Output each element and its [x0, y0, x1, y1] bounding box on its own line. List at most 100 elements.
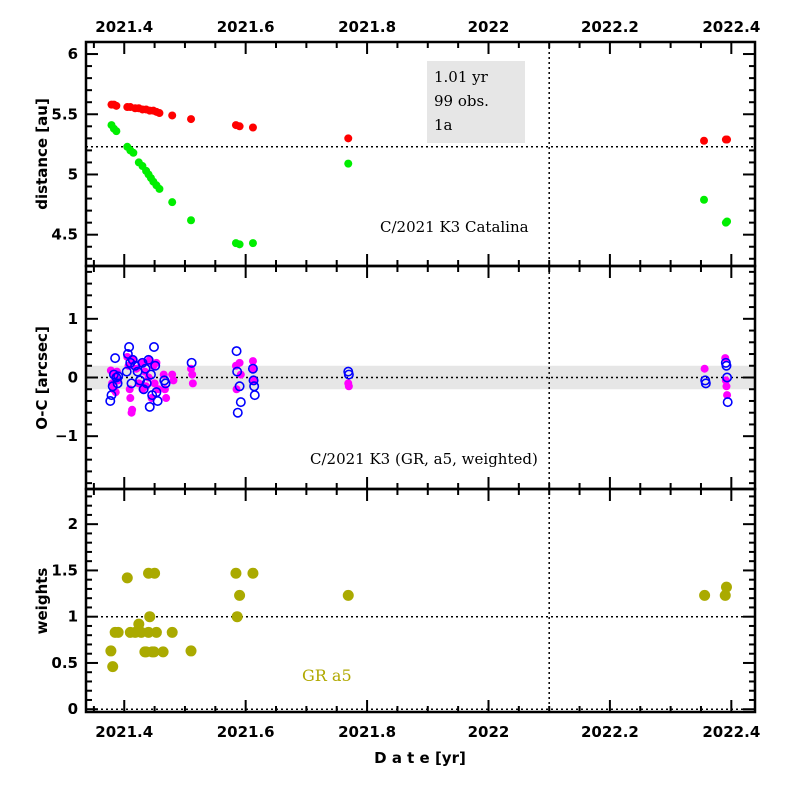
y-tick-label-weights: 0.5 [51, 654, 78, 672]
y-tick-label-residuals: 1 [68, 310, 78, 328]
data-point-weights [144, 611, 156, 623]
data-point-residuals [700, 364, 709, 373]
data-point-residuals [234, 381, 245, 392]
x-tick-label-top: 2021.6 [217, 18, 275, 36]
y-tick-label-distance: 6 [68, 45, 78, 63]
data-point-residuals [248, 375, 259, 386]
data-point-weights [143, 626, 155, 638]
y-tick-label-weights: 1.5 [51, 561, 78, 579]
data-point-weights [720, 581, 732, 593]
data-point-residuals [111, 372, 122, 383]
data-point-weights [166, 626, 178, 638]
data-point-distance [112, 127, 121, 136]
y-tick-label-weights: 2 [68, 515, 78, 533]
x-tick-label-top: 2022.2 [581, 18, 639, 36]
data-point-residuals [248, 357, 257, 366]
data-point-residuals [344, 382, 353, 391]
data-point-distance [248, 123, 257, 132]
data-point-residuals [722, 372, 733, 383]
y-axis-title-residuals: O-C [arcsec] [33, 326, 51, 430]
data-point-distance [168, 111, 177, 120]
data-point-distance [723, 217, 732, 226]
info-box-line-3: 1a [434, 116, 453, 134]
y-axis-title-weights: weights [33, 568, 51, 635]
y-tick-label-distance: 4.5 [51, 226, 78, 244]
data-point-distance [344, 134, 353, 143]
data-point-residuals [232, 407, 243, 418]
data-point-weights [230, 567, 242, 579]
data-point-residuals [152, 395, 163, 406]
x-tick-label-top: 2022 [468, 18, 510, 36]
data-point-residuals [141, 378, 152, 389]
y-axis-title-distance: distance [au] [33, 98, 51, 210]
data-point-residuals [128, 405, 137, 414]
data-point-weights [342, 589, 354, 601]
data-point-residuals [186, 357, 197, 368]
data-point-weights [143, 567, 155, 579]
x-tick-label-bottom: 2021.8 [338, 723, 396, 741]
data-point-residuals [140, 363, 151, 374]
data-point-weights [231, 611, 243, 623]
info-box-line-1: 1.01 yr [434, 68, 489, 86]
data-point-distance [248, 239, 257, 248]
x-tick-label-bottom: 2021.6 [217, 723, 275, 741]
x-tick-label-bottom: 2022.4 [702, 723, 760, 741]
data-point-residuals [235, 358, 244, 367]
residuals-annotation: C/2021 K3 (GR, a5, weighted) [310, 450, 538, 468]
data-point-residuals [137, 357, 148, 368]
y-tick-label-residuals: −1 [55, 427, 78, 445]
data-point-residuals [249, 364, 258, 373]
y-tick-label-weights: 1 [68, 608, 78, 626]
data-point-distance [187, 115, 196, 124]
data-point-distance [155, 109, 164, 118]
axis-ticks [86, 41, 755, 712]
data-point-residuals [125, 357, 136, 368]
data-point-residuals [169, 376, 178, 385]
x-tick-label-top: 2021.4 [95, 18, 153, 36]
data-point-weights [185, 645, 197, 657]
reference-lines [86, 42, 755, 712]
y-tick-label-weights: 0 [68, 700, 78, 718]
data-point-weights [247, 567, 259, 579]
data-point-distance [168, 198, 177, 207]
data-point-distance [155, 184, 164, 193]
data-point-residuals [112, 378, 123, 389]
y-tick-label-residuals: 0 [68, 369, 78, 387]
data-point-weights [150, 626, 162, 638]
object-annotation: C/2021 K3 Catalina [380, 218, 529, 236]
data-point-residuals [231, 346, 242, 357]
data-point-weights [112, 626, 124, 638]
data-point-residuals [721, 360, 732, 371]
tick-labels: 2021.4 2021.4 2021.6 2021.6 2021.8 2021.8 2022… [51, 18, 760, 741]
data-point-distance [112, 101, 121, 110]
data-point-residuals [162, 394, 171, 403]
data-point-residuals [188, 370, 197, 379]
data-point-residuals [150, 360, 161, 371]
data-point-residuals [150, 379, 159, 388]
x-tick-label-bottom: 2021.4 [95, 723, 153, 741]
data-point-residuals [249, 390, 260, 401]
data-marks [105, 100, 733, 673]
data-point-residuals [121, 366, 132, 377]
data-point-residuals [235, 397, 246, 408]
data-point-residuals [722, 397, 733, 408]
data-point-distance [700, 136, 709, 145]
data-point-distance [235, 122, 244, 131]
data-point-distance [187, 216, 196, 225]
data-point-residuals [127, 354, 138, 365]
data-point-residuals [126, 394, 135, 403]
weights-annotation: GR a5 [302, 666, 352, 685]
data-point-distance [700, 195, 709, 204]
data-point-residuals [232, 366, 243, 377]
data-point-residuals [113, 371, 124, 382]
data-point-residuals [107, 381, 118, 392]
data-point-weights [107, 661, 119, 673]
x-tick-label-top: 2021.8 [338, 18, 396, 36]
x-axis-title: D a t e [yr] [374, 749, 466, 767]
y-tick-label-distance: 5.5 [51, 105, 78, 123]
data-point-residuals [343, 369, 354, 380]
data-point-residuals [110, 353, 121, 364]
x-tick-label-bottom: 2022 [468, 723, 510, 741]
info-box-line-2: 99 obs. [434, 92, 489, 110]
